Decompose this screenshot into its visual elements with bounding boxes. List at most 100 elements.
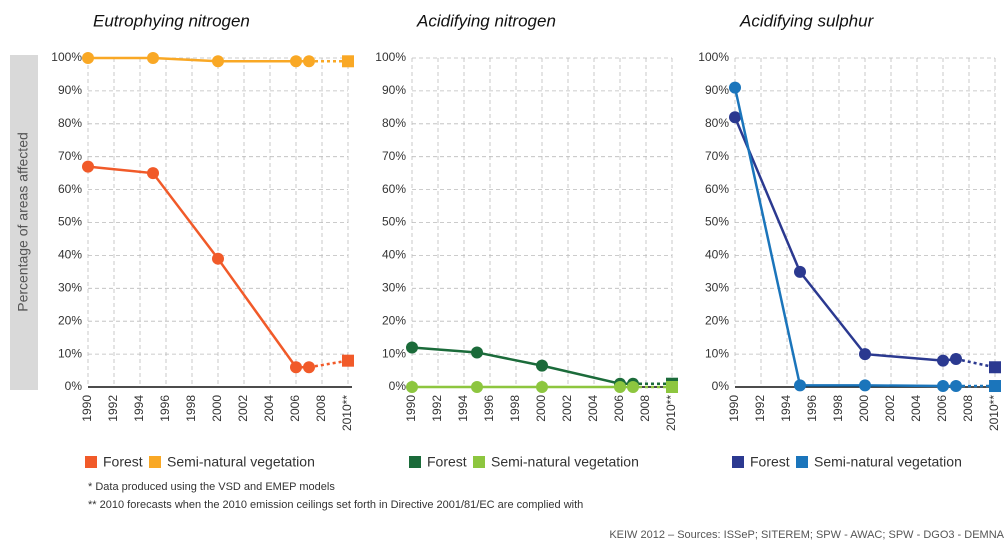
point bbox=[290, 361, 302, 374]
x-tick-label: 1998 bbox=[184, 395, 198, 422]
x-tick-label: 1994 bbox=[456, 395, 470, 422]
legend-swatch bbox=[732, 456, 744, 468]
forecast-marker bbox=[989, 361, 1001, 374]
y-tick-label: 60% bbox=[705, 182, 729, 196]
point bbox=[536, 381, 548, 393]
point bbox=[937, 354, 949, 367]
y-tick-label: 80% bbox=[58, 116, 82, 130]
series-line bbox=[733, 87, 956, 388]
y-tick-label: 100% bbox=[375, 50, 406, 64]
x-tick-label: 2000 bbox=[857, 395, 871, 422]
x-tick-label: 1994 bbox=[779, 395, 793, 422]
point bbox=[406, 341, 418, 354]
point bbox=[303, 55, 315, 68]
point bbox=[794, 265, 806, 278]
y-tick-label: 100% bbox=[698, 50, 729, 64]
point bbox=[147, 52, 159, 64]
y-tick-label: 90% bbox=[705, 83, 729, 97]
series-line bbox=[88, 56, 309, 63]
forecast-marker bbox=[989, 380, 1001, 393]
legend-label: Forest bbox=[750, 454, 790, 470]
point bbox=[859, 348, 871, 361]
point bbox=[212, 55, 224, 68]
y-tick-label: 70% bbox=[705, 149, 729, 163]
y-tick-label: 0% bbox=[712, 379, 730, 393]
x-tick-label: 1990 bbox=[404, 395, 418, 422]
y-tick-label: 20% bbox=[705, 313, 729, 327]
y-tick-label: 20% bbox=[58, 313, 82, 327]
y-tick-label: 40% bbox=[58, 248, 82, 262]
x-tick-label: 2010** bbox=[340, 395, 354, 431]
x-tick-label: 2008 bbox=[961, 395, 975, 422]
point bbox=[303, 361, 315, 374]
y-tick-label: 50% bbox=[58, 215, 82, 229]
x-tick-label: 2008 bbox=[638, 395, 652, 422]
point bbox=[406, 381, 418, 393]
x-tick-label: 2006 bbox=[612, 395, 626, 422]
x-tick-label: 2004 bbox=[909, 395, 923, 422]
point bbox=[290, 55, 302, 68]
point bbox=[937, 380, 949, 393]
legend-swatch bbox=[85, 456, 97, 468]
y-tick-label: 40% bbox=[382, 248, 406, 262]
y-tick-label: 10% bbox=[382, 346, 406, 360]
y-tick-label: 60% bbox=[382, 182, 406, 196]
x-tick-label: 1994 bbox=[132, 395, 146, 422]
y-tick-label: 50% bbox=[382, 215, 406, 229]
point bbox=[729, 111, 741, 124]
legend-swatch bbox=[409, 456, 421, 468]
x-tick-label: 2002 bbox=[560, 395, 574, 422]
point bbox=[950, 380, 962, 393]
legend-label: Semi-natural vegetation bbox=[814, 454, 962, 470]
x-tick-label: 2006 bbox=[935, 395, 949, 422]
footnote: * Data produced using the VSD and EMEP m… bbox=[88, 481, 335, 493]
point bbox=[627, 381, 639, 393]
x-tick-label: 2000 bbox=[534, 395, 548, 422]
point bbox=[794, 379, 806, 392]
point bbox=[729, 81, 741, 94]
x-tick-label: 2002 bbox=[883, 395, 897, 422]
y-tick-label: 80% bbox=[705, 116, 729, 130]
y-tick-label: 80% bbox=[382, 116, 406, 130]
x-tick-label: 1992 bbox=[106, 395, 120, 422]
x-tick-label: 2004 bbox=[586, 395, 600, 422]
point bbox=[859, 379, 871, 392]
x-tick-label: 1996 bbox=[482, 395, 496, 422]
series-line bbox=[411, 346, 633, 385]
series-line bbox=[308, 359, 349, 369]
legend-swatch bbox=[149, 456, 161, 468]
y-tick-label: 30% bbox=[58, 280, 82, 294]
y-tick-label: 70% bbox=[58, 149, 82, 163]
x-tick-label: 2006 bbox=[288, 395, 302, 422]
y-tick-label: 0% bbox=[389, 379, 407, 393]
x-tick-label: 2004 bbox=[262, 395, 276, 422]
point bbox=[614, 381, 626, 393]
x-tick-label: 1998 bbox=[508, 395, 522, 422]
x-tick-label: 1990 bbox=[727, 395, 741, 422]
x-tick-label: 1992 bbox=[430, 395, 444, 422]
y-axis-label: Percentage of areas affected bbox=[15, 132, 31, 312]
point bbox=[82, 52, 94, 64]
footnote: ** 2010 forecasts when the 2010 emission… bbox=[88, 499, 583, 511]
legend-label: Semi-natural vegetation bbox=[491, 454, 639, 470]
forecast-marker bbox=[342, 55, 354, 68]
point bbox=[471, 346, 483, 359]
x-tick-label: 1990 bbox=[80, 395, 94, 422]
ylabel-band bbox=[10, 55, 38, 390]
x-tick-label: 2002 bbox=[236, 395, 250, 422]
point bbox=[471, 381, 483, 393]
y-tick-label: 50% bbox=[705, 215, 729, 229]
x-tick-label: 1992 bbox=[753, 395, 767, 422]
chart-title: Acidifying sulphur bbox=[739, 11, 875, 30]
y-tick-label: 10% bbox=[58, 346, 82, 360]
y-tick-label: 40% bbox=[705, 248, 729, 262]
point bbox=[147, 167, 159, 180]
legend-swatch bbox=[473, 456, 485, 468]
chart-title: Acidifying nitrogen bbox=[416, 11, 556, 30]
y-tick-label: 0% bbox=[65, 379, 83, 393]
legend-label: Forest bbox=[103, 454, 143, 470]
x-tick-label: 1998 bbox=[831, 395, 845, 422]
x-tick-label: 2010** bbox=[987, 395, 1001, 431]
y-tick-label: 10% bbox=[705, 346, 729, 360]
